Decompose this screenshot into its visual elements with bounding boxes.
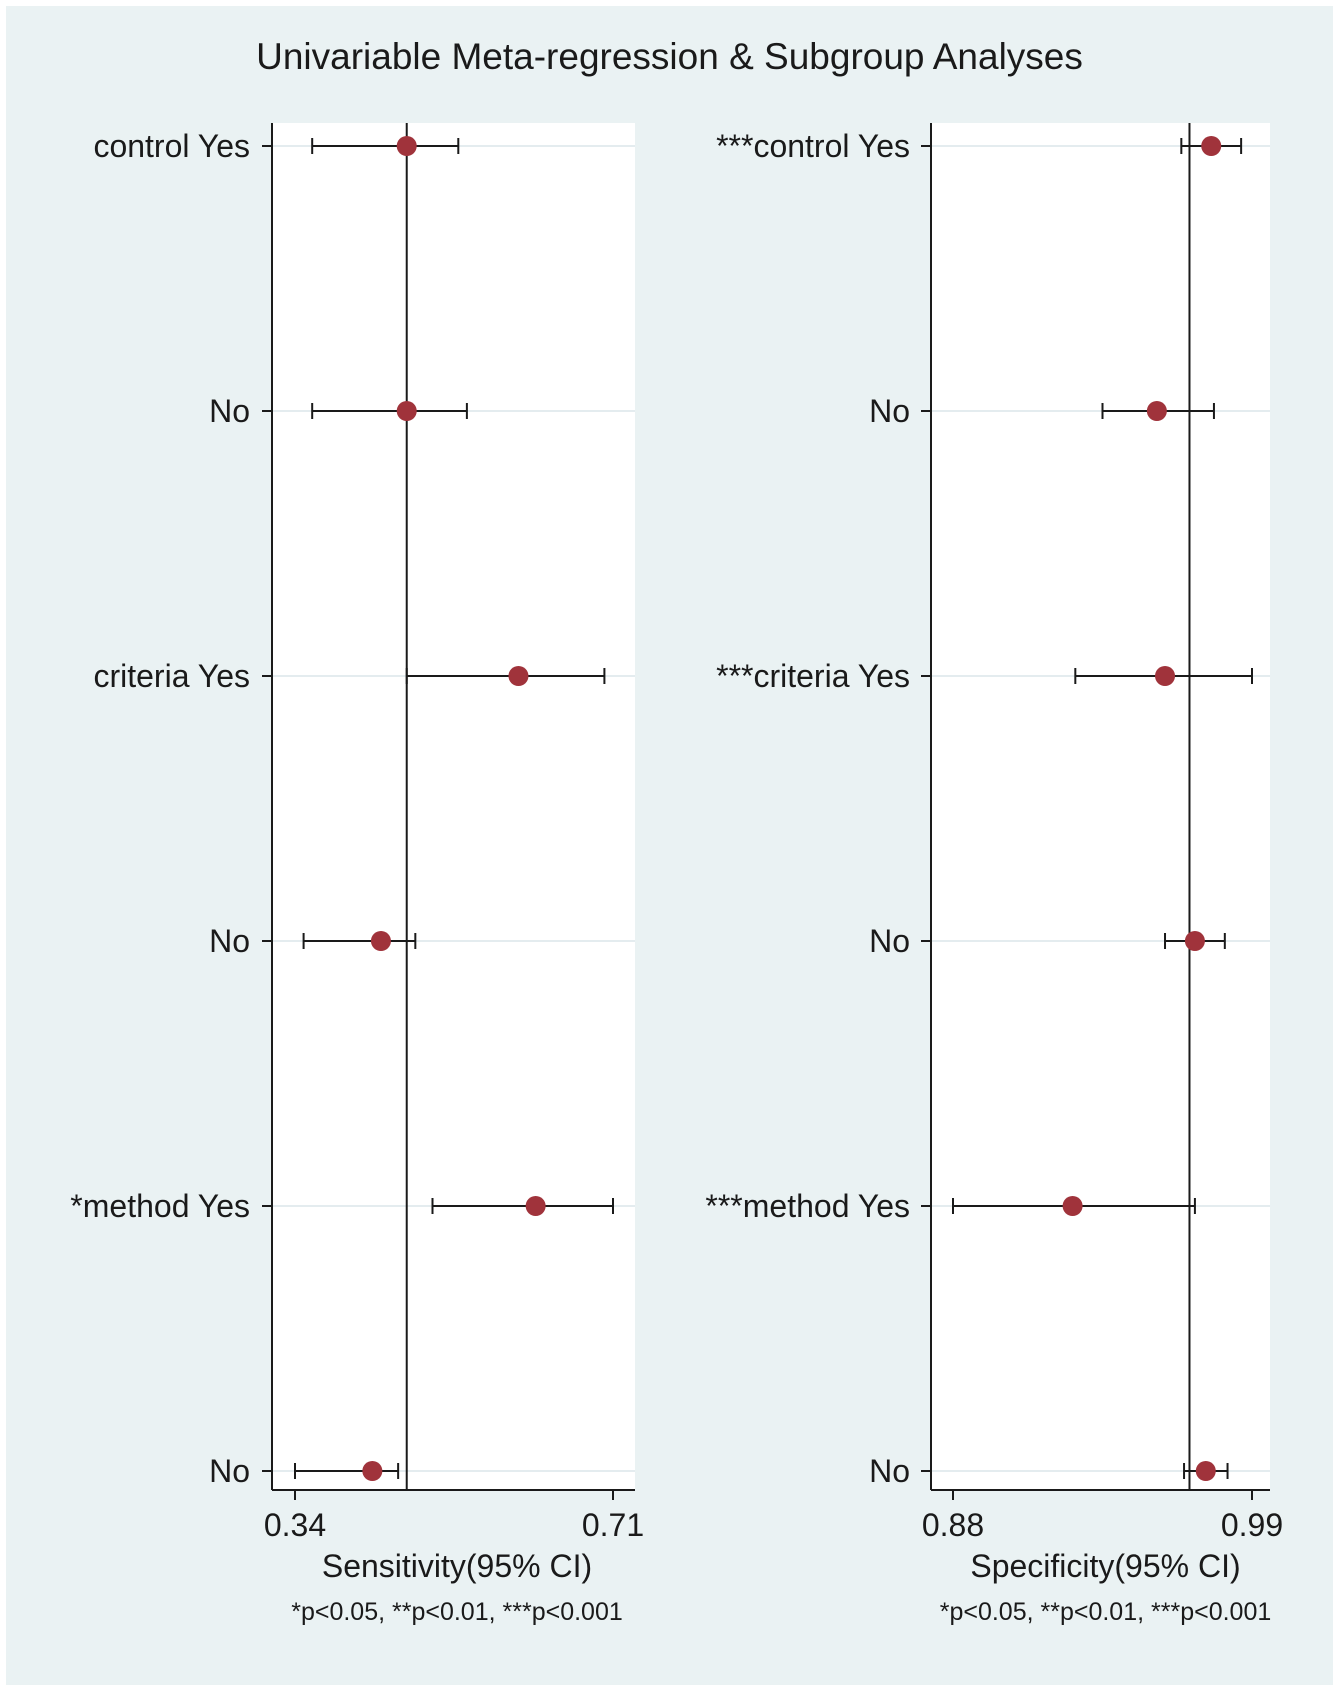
spec-significance-note: *p<0.05, **p<0.01, ***p<0.001: [940, 1598, 1272, 1626]
spec-point-estimate: [1184, 931, 1205, 951]
sens-significance-note: *p<0.05, **p<0.01, ***p<0.001: [291, 1598, 623, 1626]
sens-row-label: criteria Yes: [93, 658, 250, 694]
spec-row-label: ***method Yes: [705, 1188, 910, 1224]
spec-plot-region: [931, 123, 1270, 1490]
sens-point-estimate: [396, 401, 417, 421]
spec-row-label: No: [869, 393, 910, 429]
chart-title: Univariable Meta-regression & Subgroup A…: [256, 36, 1083, 77]
spec-row-label: ***control Yes: [716, 128, 910, 164]
spec-row-label: ***criteria Yes: [716, 658, 910, 694]
sens-x-tick-label: 0.34: [264, 1507, 326, 1543]
spec-x-axis-title: Specificity(95% CI): [970, 1548, 1240, 1584]
sens-row-label: No: [209, 1453, 250, 1489]
sens-row-label: No: [209, 393, 250, 429]
spec-x-tick-label: 0.99: [1221, 1507, 1283, 1543]
sens-point-estimate: [370, 931, 391, 951]
sens-plot-region: [272, 123, 635, 1490]
spec-row-label: No: [869, 1453, 910, 1489]
sens-point-estimate: [362, 1461, 383, 1481]
sens-row-label: No: [209, 923, 250, 959]
spec-point-estimate: [1201, 136, 1222, 156]
sens-point-estimate: [396, 136, 417, 156]
spec-point-estimate: [1155, 666, 1176, 686]
spec-point-estimate: [1195, 1461, 1216, 1481]
sens-row-label: *method Yes: [70, 1188, 250, 1224]
spec-x-tick-label: 0.88: [922, 1507, 984, 1543]
sens-point-estimate: [508, 666, 529, 686]
sens-x-axis-title: Sensitivity(95% CI): [322, 1548, 592, 1584]
sens-point-estimate: [525, 1196, 546, 1216]
spec-point-estimate: [1062, 1196, 1083, 1216]
spec-row-label: No: [869, 923, 910, 959]
spec-point-estimate: [1146, 401, 1167, 421]
sens-x-tick-label: 0.71: [582, 1507, 644, 1543]
sens-row-label: control Yes: [93, 128, 250, 164]
